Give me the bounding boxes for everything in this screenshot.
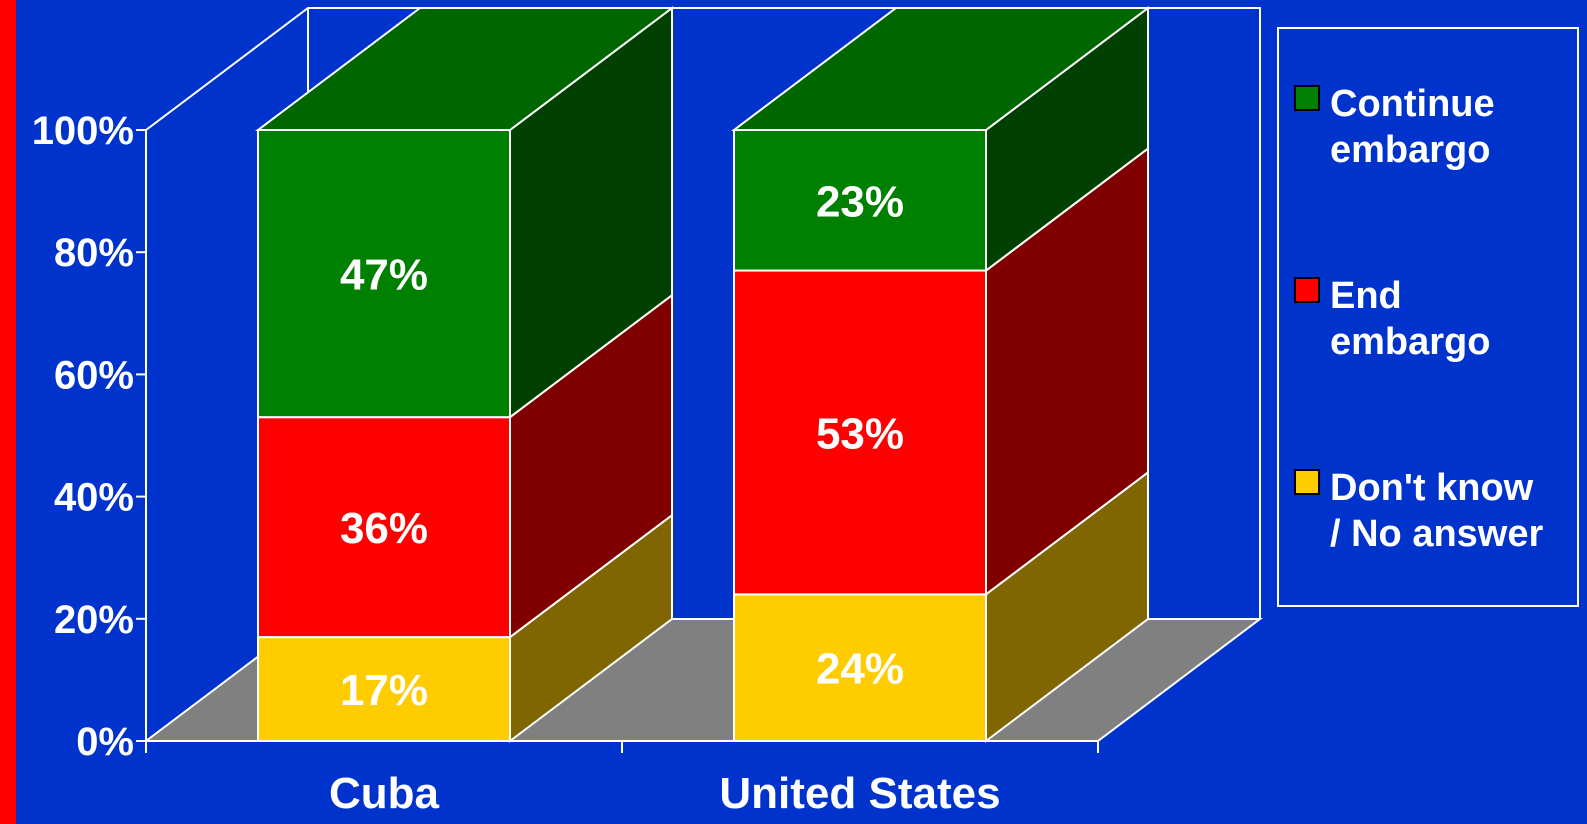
bar-stack-united-states: 24% 53% 23% xyxy=(731,5,1151,744)
bar-stack-cuba: 17% 36% 47% xyxy=(255,5,675,744)
legend-label: End xyxy=(1330,275,1402,317)
legend-label: Continue xyxy=(1330,83,1495,125)
y-tick-label: 100% xyxy=(32,109,134,153)
legend-label: embargo xyxy=(1330,321,1490,363)
data-label: 53% xyxy=(816,409,904,458)
data-label: 36% xyxy=(340,504,428,553)
legend-box xyxy=(1277,27,1579,607)
legend-label: / No answer xyxy=(1330,513,1543,555)
legend-swatch xyxy=(1294,469,1320,495)
back-wall-outline xyxy=(145,7,1261,619)
bar-segment xyxy=(733,593,987,742)
y-tick-label: 40% xyxy=(54,476,134,520)
y-tick-label: 0% xyxy=(76,720,134,764)
x-axis-labels: Cuba United States xyxy=(329,769,1001,818)
y-tick-label: 60% xyxy=(54,353,134,397)
data-label: 24% xyxy=(816,645,904,694)
bar-stacks: 17% 36% 47% 24% 53% 23% xyxy=(255,5,1151,744)
legend-entry: Don't know/ No answer xyxy=(1294,467,1543,555)
category-label: United States xyxy=(719,769,1000,818)
legend-swatch xyxy=(1294,85,1320,111)
bar-segment xyxy=(733,269,987,596)
legend-label: Don't know xyxy=(1330,467,1534,509)
left-accent-stripe xyxy=(0,0,16,824)
legend-swatch xyxy=(1294,277,1320,303)
y-tick-label: 80% xyxy=(54,231,134,275)
category-label: Cuba xyxy=(329,769,440,818)
bar-top-face xyxy=(255,7,675,131)
data-label: 17% xyxy=(340,666,428,715)
legend-label: embargo xyxy=(1330,129,1490,171)
data-label: 23% xyxy=(816,177,904,226)
bar-top-face xyxy=(731,7,1151,131)
y-tick-label: 20% xyxy=(54,598,134,642)
y-axis: 0% 20% 40% 60% 80% 100% xyxy=(32,109,1099,764)
data-label: 47% xyxy=(340,251,428,300)
bar-segment xyxy=(257,416,511,639)
